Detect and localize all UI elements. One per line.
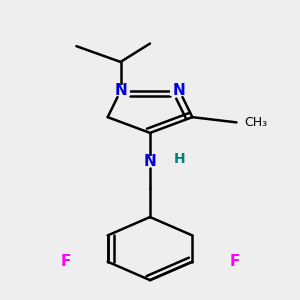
Text: N: N [173,83,186,98]
Text: H: H [174,152,185,166]
Text: F: F [230,254,240,269]
FancyBboxPatch shape [56,256,74,267]
FancyBboxPatch shape [242,117,275,129]
FancyBboxPatch shape [226,256,244,267]
Text: F: F [60,254,70,269]
Text: N: N [144,154,156,169]
Text: N: N [114,83,127,98]
FancyBboxPatch shape [111,85,130,96]
Text: CH₃: CH₃ [244,116,267,129]
FancyBboxPatch shape [141,156,159,167]
FancyBboxPatch shape [170,85,189,96]
